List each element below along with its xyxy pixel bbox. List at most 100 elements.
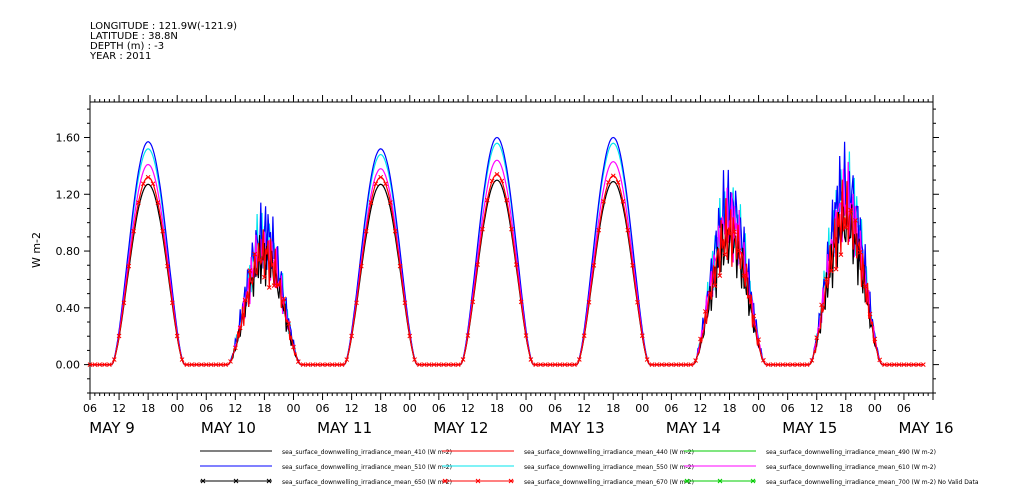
depth-label: DEPTH (m) : -3 (90, 41, 165, 52)
x-tick-label: 18 (723, 402, 737, 415)
x-tick-label: 12 (461, 402, 475, 415)
series-670-marker (596, 227, 602, 233)
series-670-marker (625, 227, 631, 233)
series-670-marker (761, 357, 766, 363)
series-670-marker (635, 299, 640, 305)
legend-label: sea_surface_downwelling_irradiance_mean_… (282, 449, 452, 456)
x-tick-label: 18 (839, 402, 853, 415)
legend-marker (508, 478, 514, 484)
legend-marker (233, 478, 239, 484)
series-670-marker (673, 362, 679, 367)
series-670-marker (446, 362, 451, 367)
x-tick-label: 06 (199, 402, 213, 415)
series-670-marker (213, 362, 219, 367)
series-670-marker (194, 362, 199, 367)
series-670-marker (436, 362, 442, 367)
series-670-marker (310, 362, 316, 367)
series-670-marker (872, 336, 878, 342)
series-670-marker (426, 362, 432, 367)
series-670-marker (790, 362, 795, 367)
series-670-marker (838, 252, 844, 257)
series-670-marker (107, 362, 112, 367)
series-670-marker (702, 309, 708, 314)
series-410-line (90, 179, 924, 366)
series-670-marker (630, 262, 635, 268)
series-670-marker (819, 302, 824, 308)
x-tick-label: 18 (606, 402, 620, 415)
series-670-marker (121, 300, 127, 306)
series-layer (87, 136, 926, 367)
series-670-marker (247, 268, 253, 273)
series-670-marker (179, 357, 185, 362)
series-670-marker (896, 362, 902, 367)
series-670-marker (475, 262, 480, 267)
series-670-marker (620, 198, 626, 204)
series-670-marker (610, 173, 616, 179)
series-670-marker (383, 181, 388, 187)
x-tick-label: 12 (810, 402, 824, 415)
series-670-marker (329, 362, 335, 367)
series-670-marker (567, 362, 572, 367)
series-670-marker (877, 357, 883, 363)
x-tick-label: 18 (141, 402, 155, 415)
legend-label: sea_surface_downwelling_irradiance_mean_… (282, 479, 452, 486)
series-670-marker (591, 262, 597, 268)
series-670-marker (494, 172, 500, 177)
series-670-marker (189, 362, 195, 367)
series-670-marker (504, 197, 510, 203)
series-670-marker (232, 345, 238, 351)
x-tick-label: 12 (228, 402, 242, 415)
series-670-marker (378, 174, 384, 180)
legend-marker (266, 478, 272, 484)
x-tick-label: 18 (257, 402, 271, 415)
series-670-marker (465, 333, 471, 338)
series-670-marker (431, 362, 437, 367)
series-670-marker (727, 231, 732, 237)
series-670-marker (160, 228, 166, 234)
y-axis: 0.00 0.40 0.80 1.20 1.60 (56, 108, 939, 394)
series-670-marker (887, 362, 892, 367)
x-tick-label: 12 (577, 402, 591, 415)
series-670-marker (799, 362, 805, 367)
day-label: MAY 9 (89, 419, 135, 437)
legend-marker (750, 478, 756, 484)
x-tick-label: 18 (374, 402, 388, 415)
series-670-marker (833, 266, 839, 272)
series-670-marker (756, 337, 761, 342)
series-670-marker (417, 362, 422, 367)
series-510-line (90, 136, 924, 366)
plot-border (89, 101, 934, 394)
series-670-marker (683, 362, 689, 367)
series-670-marker (780, 362, 786, 367)
series-670-marker (140, 181, 146, 187)
series-670-marker (794, 362, 800, 367)
series-670-marker (203, 362, 209, 367)
series-670-marker (499, 178, 505, 184)
series-670-marker (538, 362, 543, 367)
x-tick-label: 06 (664, 402, 678, 415)
series-670-marker (572, 362, 577, 367)
series-670-marker (741, 273, 747, 279)
series-670-line (90, 173, 924, 366)
legend-marker (717, 478, 723, 484)
series-670-marker (712, 283, 718, 289)
x-tick-label: 00 (170, 402, 184, 415)
series-670-marker (92, 362, 98, 367)
series-670-marker (242, 297, 248, 303)
series-670-marker (528, 357, 534, 362)
series-670-marker (484, 197, 490, 203)
legend-label: sea_surface_downwelling_irradiance_mean_… (524, 479, 694, 486)
series-670-marker (320, 362, 325, 367)
series-670-marker (145, 174, 151, 180)
y-axis-label: W m-2 (30, 232, 43, 268)
legend-label: sea_surface_downwelling_irradiance_mean_… (766, 479, 979, 486)
series-670-marker (862, 283, 868, 289)
y-tick-label: 0.00 (56, 359, 81, 372)
series-670-marker (775, 362, 781, 367)
series-670-marker (857, 249, 863, 255)
legend-label: sea_surface_downwelling_irradiance_mean_… (282, 464, 452, 471)
series-670-marker (334, 362, 340, 367)
series-670-marker (271, 283, 277, 288)
series-670-marker (170, 300, 175, 306)
